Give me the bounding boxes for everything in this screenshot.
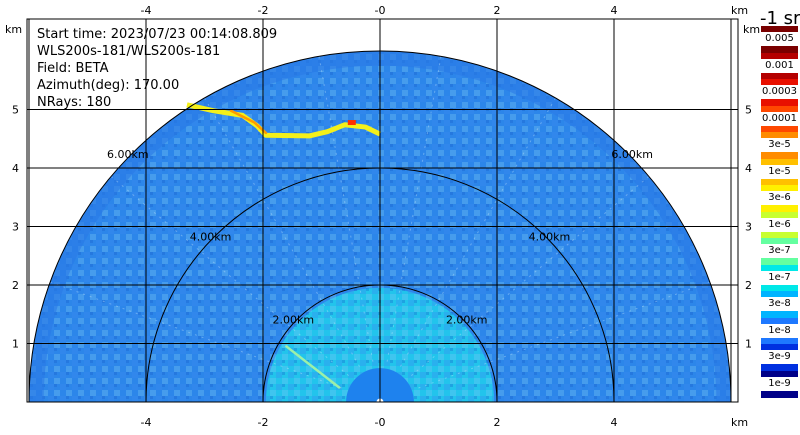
colorbar-label: 1e-6: [761, 217, 798, 232]
y-tick-label-right: 1: [745, 338, 752, 351]
ray-line: [386, 56, 442, 362]
aerosol-layer-hotspot: [347, 120, 356, 126]
info-nrays: NRays: 180: [37, 95, 112, 110]
axis-unit-top-left: km: [5, 23, 23, 36]
x-tick-label-bottom: 4: [611, 416, 618, 429]
ray-line: [204, 97, 360, 367]
colorbar-label: 0.001: [761, 58, 798, 73]
y-tick-label-left: 4: [12, 162, 19, 175]
axis-unit-top-right: km: [731, 4, 749, 17]
range-ring: [145, 167, 615, 403]
colorbar-label: 3e-9: [761, 350, 798, 365]
colorbar-label: 1e-5: [761, 164, 798, 179]
x-tick-label-bottom: 2: [494, 416, 501, 429]
range-ring-label: 4.00km: [190, 231, 232, 244]
range-ring: [262, 284, 498, 403]
axis-ticks: -4 -4 -2 -2 -0 -0 2 2 4 4 1 1 2 2 3 3 4 4 5 5: [12, 4, 752, 429]
elevated-aerosol-layer: [186, 102, 382, 139]
range-ring-label: 2.00km: [272, 313, 314, 326]
plot-grid: 2.00km 2.00km 4.00km 4.00km 6.00km 6.00km: [26, 18, 739, 403]
plot-frame: [26, 18, 739, 403]
colorbar-label: 1e-9: [761, 376, 798, 391]
low-angle-streak: [285, 345, 341, 389]
axis-unit-right: km: [743, 23, 761, 36]
colorbar-title: -1 sr: [760, 8, 800, 29]
x-tick-label-bottom: -0: [375, 416, 386, 429]
range-ring-label: 6.00km: [107, 148, 149, 161]
colorbar-label: 1e-7: [761, 270, 798, 285]
colorbar-label: 0.0001: [761, 111, 798, 126]
info-field: Field: BETA: [37, 61, 109, 76]
colorbar-label: 3e-7: [761, 244, 798, 259]
colorbar-label: 3e-8: [761, 297, 798, 312]
y-tick-label-left: 2: [12, 279, 19, 292]
x-tick-label-top: -4: [141, 4, 152, 17]
colorbar-label: 3e-6: [761, 191, 798, 206]
x-tick-label-top: -0: [375, 4, 386, 17]
y-tick-label-right: 2: [745, 279, 752, 292]
colorbar-label: 0.0003: [761, 85, 798, 100]
x-tick-label-bottom: -4: [141, 416, 152, 429]
x-tick-label-top: -2: [258, 4, 269, 17]
colorbar-label: 1e-8: [761, 323, 798, 338]
colorbar-label: 0.005: [761, 32, 798, 47]
aerosol-layer-peak: [229, 109, 268, 135]
x-tick-label-top: 4: [611, 4, 618, 17]
y-tick-label-left: 1: [12, 338, 19, 351]
range-ring-label: 4.00km: [529, 231, 571, 244]
y-tick-label-right: 4: [745, 162, 752, 175]
axis-unit-bottom-right: km: [731, 416, 749, 429]
ray-line: [318, 56, 374, 362]
x-tick-label-top: 2: [494, 4, 501, 17]
y-tick-label-left: 3: [12, 221, 19, 234]
ray-line: [418, 281, 711, 389]
ray-line: [411, 175, 650, 377]
x-tick-label-bottom: -2: [258, 416, 269, 429]
y-tick-label-right: 5: [745, 104, 752, 117]
range-ring-label: 6.00km: [611, 148, 653, 161]
info-azimuth: Azimuth(deg): 170.00: [37, 78, 180, 93]
y-tick-label-right: 3: [745, 221, 752, 234]
colorbar-label: 3e-5: [761, 138, 798, 153]
ray-line: [400, 97, 556, 367]
range-ring: [28, 50, 732, 403]
y-tick-label-left: 5: [12, 104, 19, 117]
range-ring-label: 2.00km: [446, 313, 488, 326]
info-instrument: WLS200s-181/WLS200s-181: [37, 44, 221, 59]
info-start-time: Start time: 2023/07/23 00:14:08.809: [37, 27, 278, 42]
ray-line: [49, 281, 342, 389]
ray-line: [110, 175, 349, 377]
